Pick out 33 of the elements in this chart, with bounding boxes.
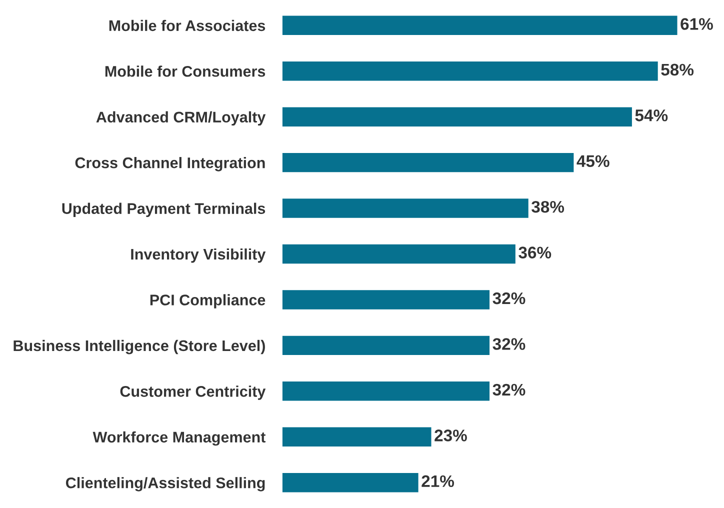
bar bbox=[282, 382, 490, 401]
y-tick-label: Customer Centricity bbox=[120, 386, 266, 400]
data-label: 54% bbox=[635, 110, 668, 122]
data-label: 32% bbox=[492, 384, 526, 396]
bar bbox=[282, 290, 490, 310]
y-tick-label: Business Intelligence (Store Level) bbox=[14, 340, 265, 354]
bar bbox=[282, 244, 516, 264]
y-tick-label: Advanced CRM/Loyalty bbox=[96, 111, 266, 126]
data-label: 32% bbox=[492, 338, 526, 350]
y-tick-label: Cross Channel Integration bbox=[75, 157, 265, 172]
data-label: 23% bbox=[434, 430, 467, 442]
bar bbox=[282, 107, 632, 126]
y-tick-label: Clienteling/Assisted Selling bbox=[66, 477, 265, 492]
data-label: 45% bbox=[576, 155, 610, 168]
bar bbox=[282, 336, 490, 356]
bar bbox=[282, 16, 678, 35]
data-label: 36% bbox=[518, 246, 552, 258]
bar bbox=[282, 198, 528, 218]
data-label: 21% bbox=[422, 475, 454, 488]
data-label: 61% bbox=[680, 18, 713, 30]
y-tick-label: Mobile for Consumers bbox=[105, 66, 266, 77]
data-label: 38% bbox=[532, 200, 564, 213]
y-tick-label: Updated Payment Terminals bbox=[62, 202, 266, 217]
bar bbox=[282, 152, 574, 172]
data-label: 58% bbox=[661, 64, 694, 76]
data-label: 32% bbox=[492, 292, 526, 304]
y-tick-label: Workforce Management bbox=[92, 431, 266, 446]
bar bbox=[282, 427, 432, 446]
bar bbox=[282, 473, 418, 492]
bar bbox=[282, 62, 658, 81]
y-tick-label: Inventory Visibility bbox=[131, 248, 266, 263]
y-tick-label: Mobile for Associates bbox=[109, 20, 266, 32]
y-tick-label: PCI Compliance bbox=[150, 294, 266, 308]
